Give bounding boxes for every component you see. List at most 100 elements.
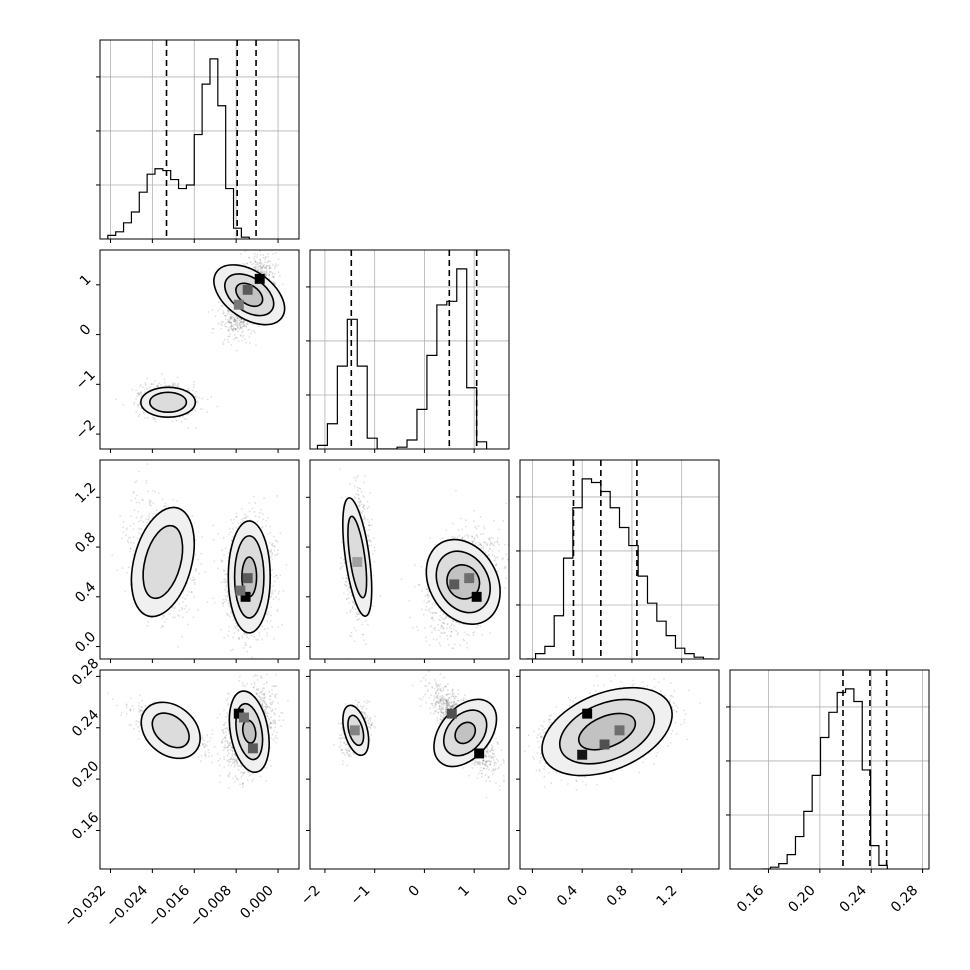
- scatter-point: [234, 319, 236, 321]
- scatter-point: [152, 383, 155, 385]
- scatter-point: [362, 509, 364, 512]
- scatter-point: [234, 323, 237, 325]
- scatter-point: [283, 236, 285, 238]
- scatter-point: [137, 393, 140, 396]
- scatter-point: [270, 595, 273, 598]
- scatter-point: [254, 260, 256, 263]
- scatter-point: [271, 589, 274, 592]
- scatter-point: [193, 578, 196, 581]
- scatter-point: [281, 623, 283, 626]
- scatter-point: [358, 487, 360, 490]
- scatter-point: [138, 501, 140, 504]
- scatter-point: [260, 244, 262, 246]
- scatter-point: [151, 516, 154, 518]
- scatter-point: [267, 627, 269, 630]
- scatter-point: [242, 520, 244, 522]
- scatter-point: [197, 558, 200, 561]
- scatter-point: [220, 629, 222, 631]
- scatter-point: [248, 510, 251, 512]
- scatter-point: [235, 337, 237, 339]
- scatter-point: [264, 628, 266, 630]
- scatter-point: [259, 236, 261, 238]
- scatter-point: [194, 396, 196, 398]
- panel-content: [111, 463, 288, 659]
- scatter-point: [257, 267, 260, 269]
- scatter-point: [138, 520, 140, 523]
- scatter-point: [267, 255, 269, 258]
- scatter-point: [223, 581, 225, 583]
- scatter-point: [234, 627, 237, 629]
- scatter-point: [229, 531, 232, 533]
- scatter-point: [224, 547, 227, 550]
- scatter-point: [268, 274, 270, 277]
- scatter-point: [361, 503, 363, 506]
- scatter-point: [270, 569, 272, 571]
- scatter-point: [227, 335, 230, 338]
- scatter-point: [371, 518, 373, 521]
- scatter-point: [278, 590, 280, 593]
- scatter-point: [225, 326, 228, 328]
- scatter-point: [275, 575, 278, 577]
- scatter-point: [250, 634, 253, 637]
- scatter-point: [270, 574, 272, 576]
- scatter-point: [265, 274, 267, 277]
- scatter-point: [259, 265, 261, 267]
- scatter-point: [140, 393, 142, 395]
- scatter-point: [241, 635, 243, 638]
- scatter-point: [261, 266, 264, 268]
- scatter-point: [274, 554, 276, 556]
- scatter-point: [188, 591, 190, 593]
- scatter-point: [141, 498, 143, 501]
- scatter-point: [279, 532, 282, 535]
- scatter-point: [195, 427, 197, 429]
- scatter-point: [228, 313, 231, 316]
- scatter-point: [151, 489, 154, 492]
- scatter-point: [200, 552, 202, 555]
- scatter-point: [260, 272, 262, 274]
- scatter-point: [150, 383, 153, 385]
- scatter-point: [207, 311, 210, 313]
- scatter-point: [358, 618, 361, 620]
- scatter-point: [260, 267, 262, 269]
- scatter-point: [278, 598, 280, 601]
- scatter-point: [186, 594, 189, 596]
- scatter-point: [234, 329, 237, 331]
- scatter-point: [272, 280, 274, 283]
- scatter-point: [220, 559, 222, 562]
- scatter-point: [256, 254, 258, 256]
- scatter-point: [135, 389, 137, 392]
- scatter-point: [245, 633, 248, 636]
- scatter-point: [346, 577, 349, 580]
- scatter-point: [260, 266, 263, 269]
- scatter-point: [227, 320, 230, 323]
- scatter-point: [233, 338, 235, 341]
- scatter-point: [176, 500, 179, 502]
- scatter-point: [260, 263, 263, 265]
- scatter-point: [193, 408, 195, 411]
- scatter-point: [235, 526, 238, 529]
- scatter-point: [129, 537, 131, 539]
- scatter-point: [261, 271, 263, 273]
- scatter-point: [129, 525, 132, 527]
- scatter-point: [206, 601, 209, 603]
- scatter-point: [239, 323, 241, 326]
- scatter-point: [266, 265, 269, 267]
- scatter-point: [349, 611, 352, 613]
- scatter-point: [127, 541, 130, 544]
- scatter-point: [191, 514, 193, 517]
- scatter-point: [240, 508, 243, 510]
- scatter-point: [234, 328, 236, 330]
- scatter-point: [275, 252, 277, 254]
- scatter-point: [261, 638, 263, 641]
- scatter-point: [251, 263, 253, 266]
- scatter-point: [342, 505, 345, 508]
- scatter-point: [228, 321, 231, 324]
- scatter-point: [133, 536, 135, 538]
- scatter-point: [226, 308, 229, 311]
- scatter-point: [235, 512, 238, 515]
- scatter-point: [268, 271, 271, 273]
- scatter-point: [221, 602, 224, 604]
- scatter-point: [222, 341, 224, 344]
- scatter-point: [264, 273, 266, 276]
- panel-frame: [309, 249, 510, 450]
